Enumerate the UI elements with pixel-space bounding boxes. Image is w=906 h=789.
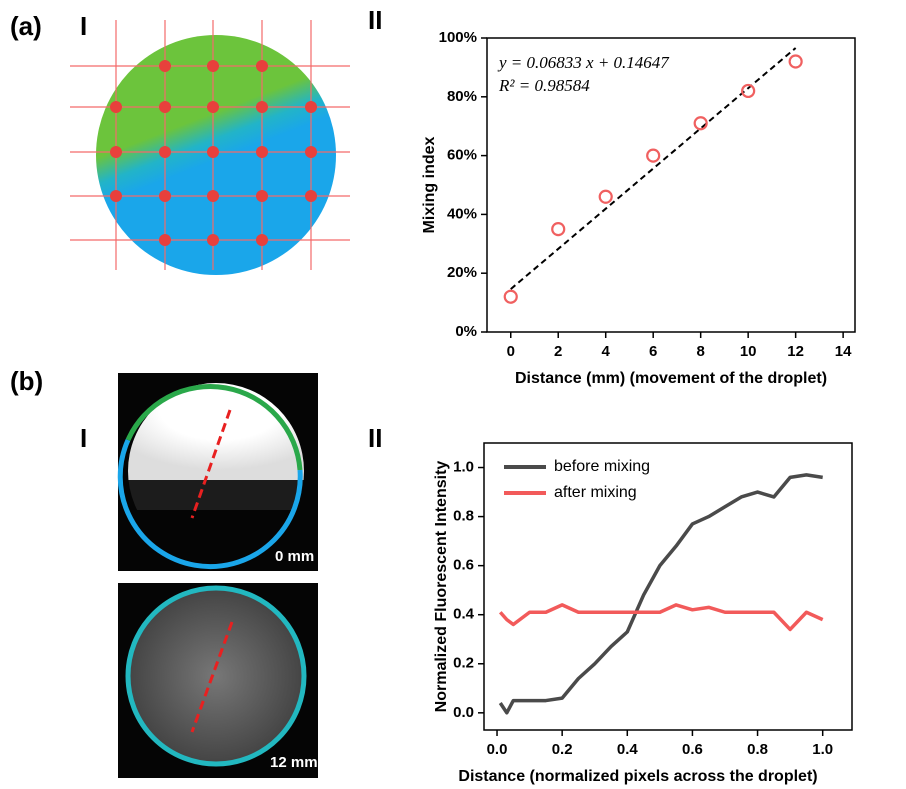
- x-tick-label: 10: [740, 343, 757, 360]
- mixing-illustration: [70, 20, 350, 275]
- plot-frame: [483, 442, 853, 731]
- x-tick-label: 1.0: [812, 741, 833, 758]
- y-tick-label: 0.0: [453, 704, 474, 721]
- y-tick-label: 40%: [447, 205, 477, 222]
- y-tick-label: 20%: [447, 264, 477, 281]
- y-tick-label: 1.0: [453, 458, 474, 475]
- x-tick-label: 0.4: [617, 741, 639, 758]
- image-label: 12 mm: [270, 754, 318, 771]
- x-tick-label: 0: [507, 343, 515, 360]
- y-tick-label: 60%: [447, 147, 477, 164]
- panel-label: (a): [10, 11, 42, 41]
- y-axis-label: Normalized Fluorescent Intensity: [433, 461, 450, 713]
- y-tick-label: 0.4: [453, 606, 475, 623]
- x-tick-label: 0.8: [747, 741, 768, 758]
- data-point: [551, 222, 566, 237]
- x-tick-label: 0.6: [682, 741, 703, 758]
- annotation: R² = 0.98584: [498, 76, 590, 95]
- x-tick-label: 8: [697, 343, 705, 360]
- y-tick-label: 0.8: [453, 508, 474, 525]
- y-tick-label: 80%: [447, 88, 477, 105]
- data-point: [646, 148, 661, 163]
- data-point: [503, 289, 518, 304]
- droplet-image: 12 mm: [118, 583, 318, 778]
- x-tick-label: 4: [602, 343, 611, 360]
- legend-label: after mixing: [554, 484, 637, 501]
- y-axis-label: Mixing index: [421, 136, 438, 233]
- image-label: 0 mm: [275, 548, 314, 565]
- y-tick-label: 0%: [455, 323, 477, 340]
- x-tick-label: 6: [649, 343, 657, 360]
- droplet-image: 0 mm: [117, 373, 318, 571]
- series-line: [498, 473, 823, 715]
- x-tick-label: 0.2: [552, 741, 573, 758]
- y-tick-label: 0.2: [453, 655, 474, 672]
- y-tick-label: 100%: [439, 29, 477, 46]
- panel-label: II: [368, 5, 382, 35]
- legend-label: before mixing: [554, 458, 650, 475]
- y-tick-label: 0.6: [453, 557, 474, 574]
- data-point: [788, 54, 803, 69]
- panel-label: II: [368, 423, 382, 453]
- x-tick-label: 0.0: [487, 741, 508, 758]
- panel-label: (b): [10, 366, 43, 396]
- x-tick-label: 12: [787, 343, 804, 360]
- x-axis-label: Distance (normalized pixels across the d…: [458, 768, 817, 785]
- plot-frame: [486, 37, 856, 333]
- fit-line: [510, 47, 797, 290]
- data-point: [741, 83, 756, 99]
- panel-label: I: [80, 11, 87, 41]
- data-point: [693, 116, 708, 131]
- data-point: [598, 189, 613, 204]
- panel-label: I: [80, 423, 87, 453]
- series-line: [498, 603, 824, 632]
- x-tick-label: 14: [835, 343, 852, 360]
- annotation: y = 0.06833 x + 0.14647: [497, 53, 670, 72]
- x-axis-label: Distance (mm) (movement of the droplet): [515, 370, 827, 387]
- x-tick-label: 2: [554, 343, 562, 360]
